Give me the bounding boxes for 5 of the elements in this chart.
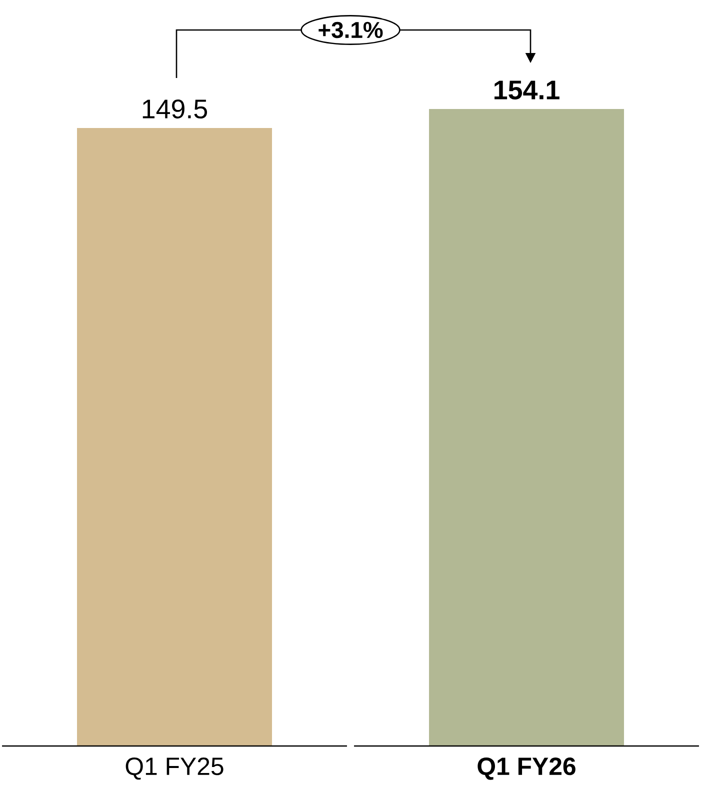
x-tick-label: Q1 FY26: [478, 758, 576, 780]
text: +3.1%: [318, 22, 383, 38]
x-tick-label: Q1 FY25: [126, 758, 224, 780]
data-label: 154.1: [494, 80, 560, 100]
data-label: 149.5: [142, 99, 208, 118]
